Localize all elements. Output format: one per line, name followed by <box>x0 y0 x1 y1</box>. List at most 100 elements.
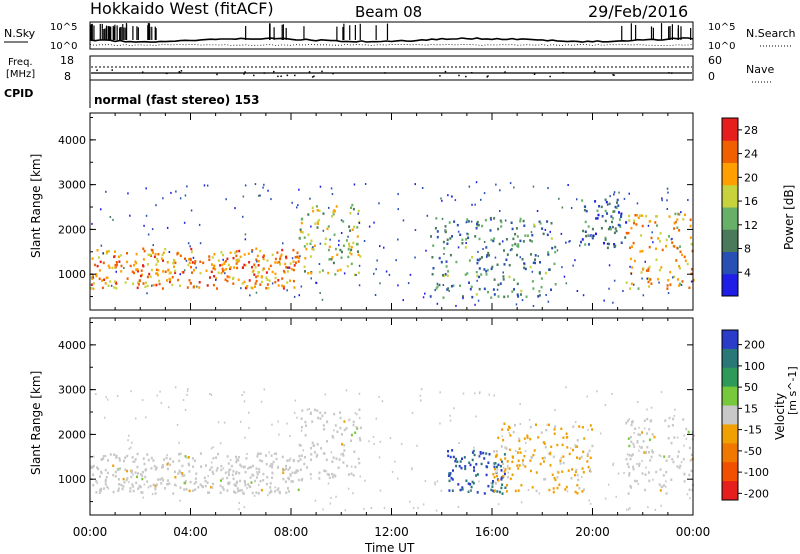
data-cell <box>539 261 541 264</box>
data-cell <box>235 460 238 464</box>
scatter-cell <box>565 282 568 285</box>
data-cell <box>498 490 501 494</box>
data-cell <box>620 214 623 218</box>
data-cell <box>149 484 152 488</box>
data-cell <box>497 283 500 287</box>
data-cell <box>529 459 532 462</box>
scatter-cell <box>531 270 534 273</box>
data-cell <box>651 433 654 436</box>
scatter-cell <box>217 421 220 424</box>
scatter-cell <box>314 499 317 502</box>
data-cell <box>630 282 633 286</box>
data-cell <box>341 443 343 446</box>
data-cell <box>343 428 346 432</box>
scatter-cell <box>670 238 673 241</box>
scatter-cell <box>630 272 633 275</box>
data-cell <box>301 217 304 221</box>
scatter-cell <box>608 287 610 290</box>
data-cell <box>645 214 648 218</box>
scatter-cell <box>411 411 414 414</box>
data-cell <box>522 219 525 223</box>
data-cell <box>526 436 529 439</box>
data-cell <box>318 471 321 475</box>
data-cell <box>471 458 474 462</box>
scatter-cell <box>394 460 396 463</box>
scatter-cell <box>660 391 663 394</box>
data-cell <box>199 271 202 275</box>
data-cell <box>275 457 278 461</box>
data-cell <box>162 259 164 262</box>
data-cell <box>473 453 476 457</box>
data-cell <box>144 475 147 479</box>
data-cell <box>466 272 469 275</box>
data-cell <box>239 479 242 483</box>
data-cell <box>648 220 651 223</box>
data-cell <box>487 290 489 294</box>
data-cell <box>591 227 594 231</box>
data-cell <box>504 457 507 460</box>
scatter-cell <box>434 481 436 484</box>
scatter-cell <box>242 195 245 198</box>
scatter-cell <box>176 423 179 426</box>
data-cell <box>658 483 661 486</box>
scatter-cell <box>673 414 676 417</box>
data-cell <box>538 220 541 223</box>
data-cell <box>502 475 505 478</box>
data-cell <box>469 483 472 486</box>
data-cell <box>544 271 547 275</box>
data-cell <box>211 263 213 266</box>
data-cell <box>259 479 262 483</box>
data-cell <box>683 255 686 259</box>
scatter-cell <box>538 492 541 495</box>
scatter-cell <box>666 187 669 190</box>
scatter-cell <box>256 260 258 263</box>
scatter-cell <box>282 242 284 245</box>
data-cell <box>618 211 620 214</box>
data-cell <box>516 464 519 467</box>
power-colorbar-swatch <box>722 118 738 141</box>
scatter-cell <box>420 399 422 402</box>
scatter-cell <box>589 502 592 505</box>
data-cell <box>276 251 279 254</box>
data-cell <box>442 296 445 299</box>
data-cell <box>560 427 563 430</box>
data-cell <box>349 212 352 215</box>
data-cell <box>141 470 144 474</box>
data-cell <box>318 209 321 212</box>
data-cell <box>129 490 132 493</box>
nave-label: Nave <box>746 63 774 76</box>
data-cell <box>682 458 685 461</box>
y-tick-label: 4000 <box>58 134 86 147</box>
scatter-cell <box>462 392 465 395</box>
scatter-cell <box>532 185 535 188</box>
data-cell <box>566 436 569 439</box>
data-cell <box>353 225 355 229</box>
data-cell <box>116 468 119 472</box>
data-cell <box>685 427 688 431</box>
data-cell <box>227 263 230 267</box>
data-cell <box>359 426 362 430</box>
data-cell <box>667 437 670 440</box>
data-cell <box>326 440 328 443</box>
data-cell <box>333 412 336 416</box>
scatter-cell <box>686 493 689 496</box>
data-cell <box>358 436 361 440</box>
data-cell <box>518 447 521 450</box>
data-cell <box>674 220 677 224</box>
data-cell <box>659 468 662 471</box>
noise-sky-trace <box>89 37 694 43</box>
data-cell <box>106 471 109 475</box>
data-cell <box>219 491 222 494</box>
scatter-cell <box>143 483 146 486</box>
power-colorbar-swatch <box>722 184 738 208</box>
data-cell <box>349 229 352 232</box>
freq-dot <box>444 70 447 73</box>
data-cell <box>204 484 207 488</box>
data-cell <box>97 256 100 259</box>
data-cell <box>191 457 194 460</box>
data-cell <box>587 225 590 228</box>
data-cell <box>503 295 506 299</box>
data-cell <box>255 491 258 494</box>
scatter-cell <box>658 281 660 284</box>
data-cell <box>154 487 157 491</box>
